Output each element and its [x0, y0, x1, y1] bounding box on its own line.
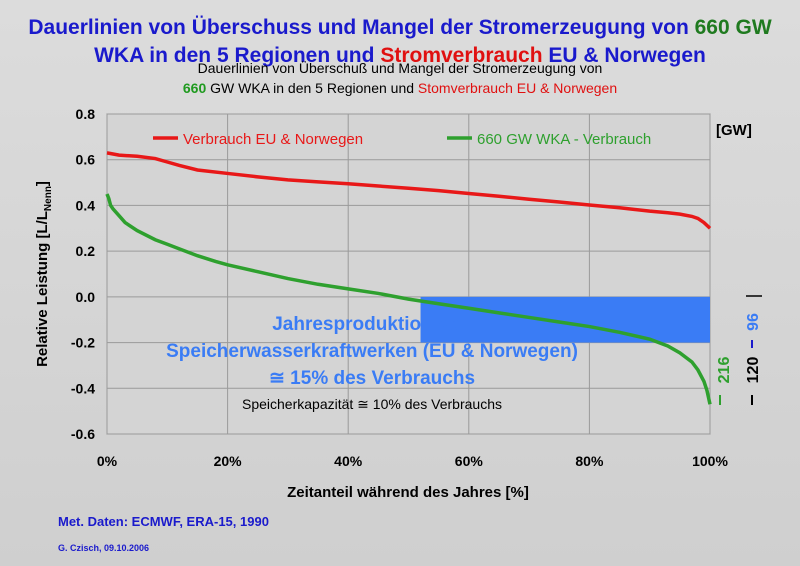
- y-tick-label: 0.8: [76, 106, 96, 122]
- subtitle-line2-a: 660: [182, 80, 207, 96]
- marker-96-label: 96: [745, 313, 762, 331]
- series-line-wka: [105, 193, 712, 405]
- capacity-annotation: Speicherkapazität ≅ 10% des Verbrauchs: [242, 396, 502, 412]
- plot-area: [106, 113, 711, 435]
- legend-label-wka: 660 GW WKA - Verbrauch: [477, 131, 651, 148]
- marker-120-label: 120: [745, 357, 762, 384]
- storage-annotation-line2: Speicherwasserkraftwerken (EU & Norwegen…: [166, 341, 578, 362]
- author-note: G. Czisch, 09.10.2006: [58, 543, 150, 553]
- title-line2-c: EU & Norwegen: [542, 44, 706, 67]
- x-tick-label: 20%: [214, 453, 243, 469]
- title-line2-a: WKA in den 5 Regionen und: [94, 44, 381, 67]
- x-axis-ticks: 0% 20% 40% 60% 80% 100%: [97, 453, 729, 469]
- subtitle-line2-c: Stomverbrauch EU & Norwegen: [417, 80, 618, 96]
- marker-216-label: 216: [716, 357, 733, 384]
- x-tick-label: 40%: [334, 453, 363, 469]
- title-line1-a: Dauerlinien von Überschuss und Mangel de…: [28, 16, 695, 39]
- y-tick-label: -0.2: [71, 335, 95, 351]
- series-line-verbrauch: [106, 151, 712, 230]
- subtitle-line2-b: GW WKA in den 5 Regionen und: [206, 80, 418, 96]
- page-title: Dauerlinien von Überschuss und Mangel de…: [0, 14, 800, 70]
- y-tick-label: -0.6: [71, 426, 95, 442]
- y-axis-ticks: 0.8 0.6 0.4 0.2 0.0 -0.2 -0.4 -0.6: [71, 106, 95, 442]
- y-axis-label-main: Relative Leistung [L/L: [34, 211, 51, 367]
- storage-annotation-line1: Jahresproduktion von: [272, 314, 472, 335]
- x-axis-label: Zeitanteil während des Jahres [%]: [287, 484, 529, 501]
- chart-subtitle: Dauerlinien von Überschuß und Mangel der…: [60, 58, 740, 98]
- y-tick-label: 0.2: [76, 243, 96, 259]
- x-tick-label: 0%: [97, 453, 118, 469]
- x-tick-label: 80%: [575, 453, 604, 469]
- y-tick-label: 0.4: [76, 197, 96, 213]
- title-line1-b: 660 GW: [694, 16, 772, 39]
- x-tick-label: 60%: [455, 453, 484, 469]
- y-axis-label-sub: Nenn: [43, 186, 54, 211]
- subtitle-line1: Dauerlinien von Überschuß und Mangel der…: [197, 60, 603, 76]
- storage-annotation-line3: ≅ 15% des Verbrauchs: [269, 368, 475, 389]
- y-axis-label-end: ]: [34, 181, 51, 186]
- y-tick-label: 0.0: [76, 289, 96, 305]
- y-axis-label: Relative Leistung [L/LNenn]: [34, 181, 54, 367]
- legend-label-verbrauch: Verbrauch EU & Norwegen: [183, 131, 363, 148]
- x-tick-label: 100%: [692, 453, 728, 469]
- title-line2-b: Stromverbrauch: [380, 44, 543, 67]
- y-tick-label: -0.4: [71, 380, 95, 396]
- y-tick-label: 0.6: [76, 152, 96, 168]
- grid: [106, 113, 711, 435]
- unit-label: [GW]: [716, 122, 752, 139]
- storage-shaded-region: [420, 296, 710, 343]
- met-data-note: Met. Daten: ECMWF, ERA-15, 1990: [58, 514, 269, 529]
